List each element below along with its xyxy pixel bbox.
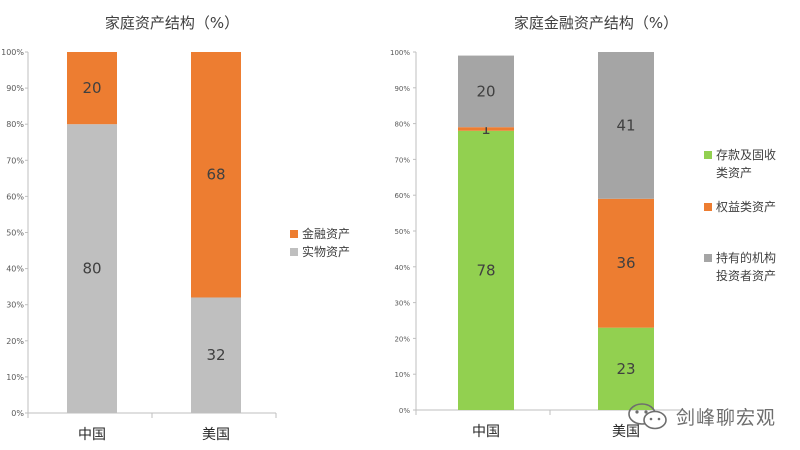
legend-swatch xyxy=(704,203,712,211)
legend-swatch xyxy=(290,230,298,238)
x-category-label: 美国 xyxy=(612,424,640,440)
y-tick-label: 70% xyxy=(6,156,24,165)
legend-label: 实物资产 xyxy=(302,244,350,259)
legend-label: 权益类资产 xyxy=(716,200,776,214)
legend-swatch xyxy=(704,151,712,159)
legend-label: 存款及固收 xyxy=(716,148,776,162)
y-tick-label: 80% xyxy=(6,120,24,129)
bar-segment xyxy=(458,130,514,410)
y-tick-label: 10% xyxy=(394,371,410,379)
y-tick-label: 10% xyxy=(6,373,24,382)
bar-segment xyxy=(598,198,654,328)
bar-segment xyxy=(598,52,654,199)
y-tick-label: 90% xyxy=(6,84,24,93)
y-tick-label: 60% xyxy=(6,192,24,201)
y-tick-label: 50% xyxy=(6,229,24,238)
data-label: 20 xyxy=(476,82,495,100)
x-category-label: 美国 xyxy=(202,427,230,443)
legend-swatch xyxy=(290,248,298,256)
wechat-icon xyxy=(628,403,667,430)
bar-segment xyxy=(458,127,514,131)
legend-label: 持有的机构 xyxy=(716,250,776,265)
data-label: 80 xyxy=(82,260,101,278)
watermark: 剑峰聊宏观 xyxy=(626,398,776,434)
y-tick-label: 30% xyxy=(6,301,24,310)
y-tick-label: 80% xyxy=(394,121,410,129)
data-label: 23 xyxy=(616,360,635,378)
y-tick-label: 0% xyxy=(11,409,24,418)
bar-segment xyxy=(191,52,241,298)
legend-label: 类资产 xyxy=(716,166,752,180)
data-label: 41 xyxy=(616,116,635,134)
y-tick-label: 90% xyxy=(394,85,410,93)
bar-segment xyxy=(598,327,654,410)
x-category-label: 中国 xyxy=(472,424,500,440)
y-tick-label: 50% xyxy=(394,228,410,236)
y-tick-label: 20% xyxy=(6,337,24,346)
y-tick-label: 100% xyxy=(1,48,24,57)
y-tick-label: 60% xyxy=(394,192,410,200)
data-label: 32 xyxy=(206,346,225,364)
data-label: 78 xyxy=(476,261,495,279)
data-label: 36 xyxy=(616,254,635,272)
y-tick-label: 40% xyxy=(6,265,24,274)
y-tick-label: 20% xyxy=(394,335,410,343)
legend-label: 金融资产 xyxy=(302,226,350,241)
bar-segment xyxy=(67,52,117,125)
data-label: 68 xyxy=(206,166,225,184)
chart-1-title: 家庭资产结构（%） xyxy=(105,14,239,32)
bar-segment xyxy=(458,55,514,128)
y-tick-label: 0% xyxy=(399,407,410,415)
data-label: 1 xyxy=(481,120,491,138)
legend-swatch xyxy=(704,254,712,262)
legend-label: 投资者资产 xyxy=(716,268,776,283)
bar-segment xyxy=(191,297,241,413)
x-category-label: 中国 xyxy=(78,427,106,443)
y-tick-label: 40% xyxy=(394,264,410,272)
y-tick-label: 100% xyxy=(390,49,410,57)
y-tick-label: 30% xyxy=(394,300,410,308)
bar-segment xyxy=(67,124,117,413)
y-tick-label: 70% xyxy=(394,156,410,164)
chart-2-title: 家庭金融资产结构（%） xyxy=(514,14,678,32)
data-label: 20 xyxy=(82,79,101,97)
watermark-text: 剑峰聊宏观 xyxy=(676,406,777,429)
